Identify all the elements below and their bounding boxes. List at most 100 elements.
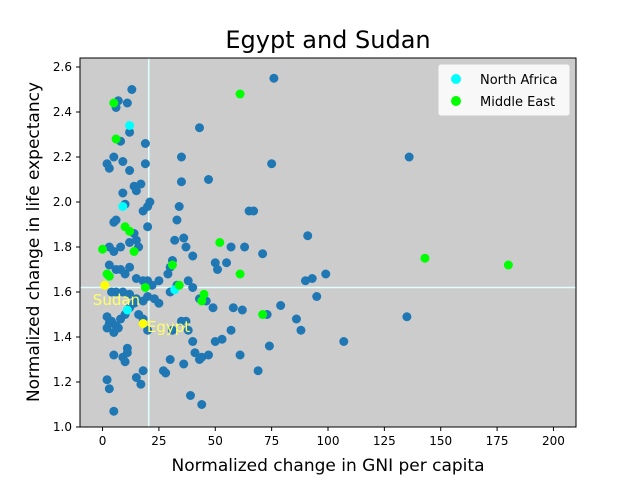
data-point	[420, 253, 430, 263]
data-point	[102, 375, 112, 385]
data-point	[307, 274, 317, 283]
data-point	[140, 139, 150, 148]
data-point	[140, 283, 150, 292]
data-point	[111, 287, 121, 297]
data-point	[109, 247, 119, 256]
data-point	[104, 271, 114, 281]
data-point	[226, 325, 236, 335]
data-point	[109, 98, 119, 108]
data-point	[98, 244, 108, 254]
data-point	[190, 348, 200, 358]
data-point	[210, 258, 220, 268]
data-point	[226, 242, 236, 252]
legend-entry: Middle East	[480, 95, 555, 110]
data-point	[167, 260, 177, 270]
data-points	[98, 73, 513, 416]
data-point	[240, 242, 250, 252]
data-point	[136, 379, 146, 389]
data-point	[179, 233, 189, 243]
data-point	[125, 166, 135, 175]
data-point	[264, 341, 274, 351]
data-point	[188, 337, 198, 346]
data-point	[104, 319, 114, 328]
legend-marker	[451, 74, 461, 84]
data-point	[131, 186, 141, 196]
data-point	[174, 202, 184, 211]
data-point	[122, 305, 132, 315]
data-point	[197, 400, 207, 409]
y-tick-label: 1.4	[53, 330, 72, 344]
data-point	[228, 303, 238, 313]
data-point	[235, 269, 245, 279]
data-point	[235, 350, 245, 360]
data-point	[100, 280, 110, 290]
data-point	[109, 406, 119, 416]
y-tick-label: 2.2	[53, 150, 72, 164]
legend-box	[437, 63, 571, 117]
data-point	[104, 163, 114, 173]
data-point	[120, 357, 130, 367]
data-point	[122, 98, 132, 108]
data-point	[111, 215, 121, 225]
data-point	[118, 287, 128, 297]
data-point	[197, 352, 207, 362]
x-axis-label: Normalized change in GNI per capita	[172, 456, 485, 476]
data-point	[129, 298, 139, 308]
data-point	[129, 247, 139, 256]
data-point	[312, 292, 322, 301]
y-axis-label: Normalized change in life expectancy	[24, 82, 44, 402]
data-point	[125, 127, 135, 137]
data-point	[120, 269, 130, 279]
data-point	[291, 314, 301, 324]
data-point	[147, 280, 157, 290]
data-point	[163, 269, 173, 279]
annotation-label: Sudan	[93, 291, 140, 309]
data-point	[118, 188, 128, 198]
data-point	[170, 235, 180, 245]
data-point	[181, 242, 191, 252]
data-point	[210, 337, 220, 346]
data-point	[249, 206, 259, 216]
data-point	[138, 206, 148, 216]
x-tick-label: 125	[373, 434, 396, 448]
data-point	[138, 366, 148, 376]
data-point	[138, 319, 148, 328]
y-tick-label: 1.2	[53, 375, 72, 389]
data-point	[122, 343, 132, 353]
data-point	[109, 152, 119, 162]
data-point	[237, 305, 247, 315]
y-tick-label: 2.0	[53, 195, 72, 209]
y-tick-label: 1.0	[53, 420, 72, 434]
data-point	[253, 366, 263, 376]
data-point	[176, 177, 186, 187]
y-axis-ticks: 1.0 1.2 1.4 1.6 1.8 2.0 2.2 2.4 2.6	[53, 60, 80, 434]
annotations: Sudan Egypt	[93, 291, 191, 336]
y-tick-label: 1.8	[53, 240, 72, 254]
data-point	[104, 260, 114, 270]
data-point	[402, 312, 412, 322]
data-point	[215, 238, 225, 247]
data-point	[208, 303, 218, 313]
data-point	[125, 226, 135, 236]
x-tick-label: 200	[542, 434, 565, 448]
data-point	[303, 231, 313, 241]
data-point	[183, 325, 193, 335]
data-point	[116, 242, 126, 252]
plot-area	[80, 58, 576, 427]
x-tick-label: 0	[99, 434, 107, 448]
reference-lines	[80, 58, 576, 427]
data-point	[143, 222, 153, 232]
legend-entry: North Africa	[480, 73, 558, 88]
data-point	[154, 298, 164, 308]
x-axis-ticks: 0 25 50 75 100 125 150 175 200	[99, 427, 565, 448]
data-point	[131, 235, 141, 245]
data-point	[213, 265, 223, 274]
data-point	[167, 325, 177, 335]
data-point	[321, 269, 331, 279]
data-point	[140, 159, 150, 169]
data-point	[125, 262, 135, 272]
data-point	[269, 73, 279, 83]
legend: North Africa Middle East	[437, 63, 571, 117]
data-point	[404, 152, 414, 162]
